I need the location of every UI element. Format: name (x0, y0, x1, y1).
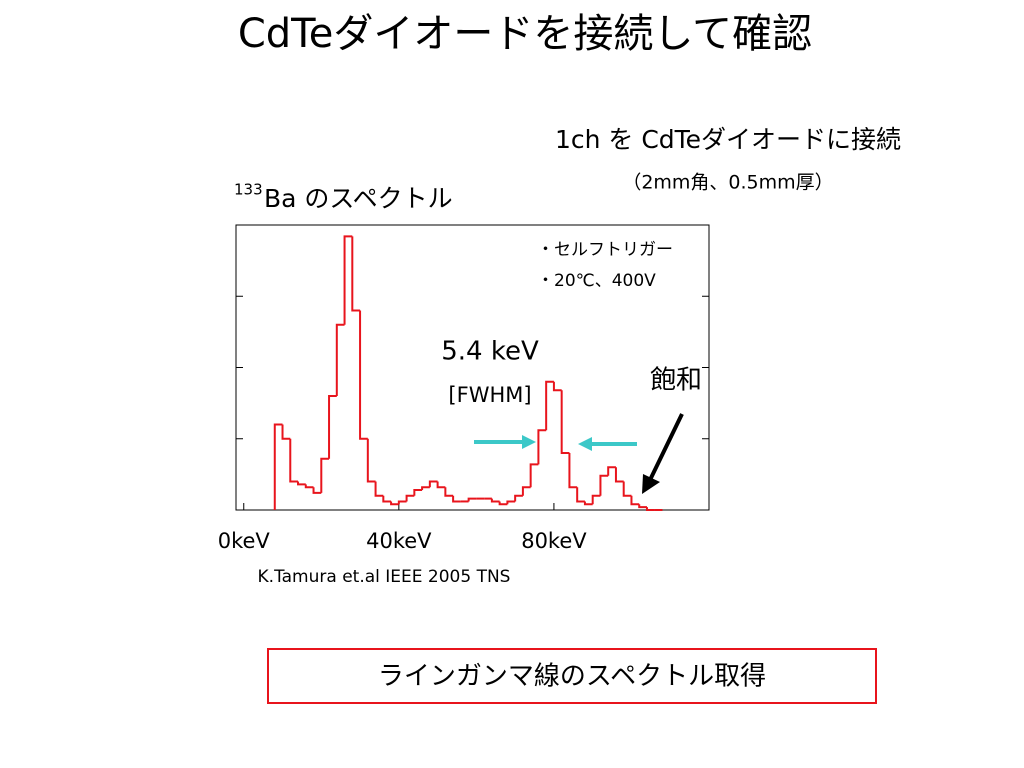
histogram-step (273, 423, 283, 510)
histogram-step (320, 457, 330, 493)
histogram-step (467, 497, 477, 502)
histogram-step (436, 481, 446, 489)
annotation: [FWHM] (448, 383, 531, 407)
histogram-step (622, 481, 632, 497)
histogram-step (599, 474, 609, 496)
histogram-step (568, 453, 578, 489)
histogram-step (374, 481, 384, 497)
histogram-step (312, 487, 322, 494)
histogram-step (351, 236, 361, 312)
summary-text: ラインガンマ線のスペクトル取得 (378, 662, 766, 692)
histogram-step (591, 494, 601, 505)
plot-frame (235, 224, 710, 511)
detector-note: （2mm角、0.5mm厚） (622, 172, 833, 194)
summary-box (267, 648, 877, 704)
histogram-step (390, 501, 399, 506)
histogram-step (359, 310, 368, 440)
histogram-step (413, 489, 423, 496)
histogram-step (382, 495, 392, 503)
histogram-step (289, 438, 299, 483)
histogram-step (405, 494, 415, 502)
histogram-step (366, 438, 376, 483)
histogram-step (521, 486, 531, 496)
histogram-step (297, 481, 306, 486)
histogram-step (514, 494, 523, 502)
histogram-step (552, 381, 562, 392)
histogram-step (537, 429, 547, 465)
histogram-step (444, 487, 454, 497)
histogram-step (428, 480, 438, 488)
slide-title: CdTeダイオードを接続して確認 (238, 11, 812, 57)
chart-title-sup: 133 (234, 181, 263, 199)
reference: K.Tamura et.al IEEE 2005 TNS (258, 567, 511, 587)
x-tick-label: 40keV (366, 529, 432, 553)
histogram-step (560, 390, 570, 454)
x-tick-label: 0keV (218, 529, 271, 553)
histogram-step (529, 463, 539, 488)
annotation: ・20℃、400V (537, 271, 656, 291)
fwhm-arrows (474, 435, 637, 451)
annotation: 飽和 (650, 366, 702, 396)
histogram-step (328, 395, 337, 459)
histogram-step (304, 484, 314, 489)
x-tick-label: 80keV (521, 529, 587, 553)
chart-title: Ba のスペクトル (264, 184, 453, 213)
histogram-step (421, 486, 430, 491)
histogram-step (506, 500, 516, 505)
histogram-step (281, 424, 291, 440)
histogram-step (645, 507, 655, 511)
histogram-step (607, 466, 616, 476)
histogram-step (630, 495, 640, 506)
histogram-step (490, 498, 500, 503)
histogram-step (583, 501, 593, 506)
annotation: ・セルフトリガー (537, 240, 673, 260)
histogram-step (452, 495, 461, 503)
saturation-arrow (642, 413, 684, 494)
histogram-step (343, 235, 353, 325)
histogram-step (335, 323, 345, 396)
histogram-step (498, 501, 508, 506)
histogram-step (614, 467, 624, 483)
histogram-step (397, 500, 407, 505)
annotation: 5.4 keV (441, 337, 539, 367)
histogram-step (638, 504, 647, 509)
subtitle: 1ch を CdTeダイオードに接続 (555, 125, 901, 154)
histogram-step (576, 487, 585, 503)
histogram-step (545, 380, 554, 431)
